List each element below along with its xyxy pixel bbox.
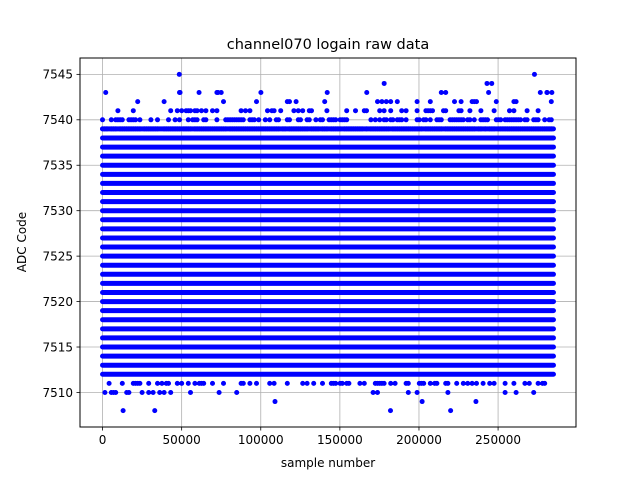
data-point: [549, 90, 555, 96]
y-tick-label: 7545: [42, 68, 73, 82]
data-point: [387, 408, 393, 414]
data-point: [544, 90, 550, 96]
data-point: [120, 408, 126, 414]
y-axis: 7510 7515 7520 7525 7530 7535 7540 7545: [42, 68, 80, 400]
data-point: [531, 71, 537, 77]
data-point: [196, 90, 202, 96]
x-axis-label: sample number: [281, 456, 375, 470]
data-point: [102, 389, 108, 395]
data-point: [176, 71, 182, 77]
y-tick-label: 7530: [42, 204, 73, 218]
y-tick-label: 7535: [42, 159, 73, 173]
data-point: [103, 90, 109, 96]
x-axis: 0 50000 100000 150000 200000 250000: [99, 427, 521, 447]
y-tick-label: 7540: [42, 113, 73, 127]
plot-frame: [79, 57, 577, 428]
data-point: [489, 80, 495, 86]
data-point: [177, 90, 183, 96]
data-points: [100, 71, 556, 414]
y-tick-label: 7520: [42, 295, 73, 309]
y-tick-label: 7510: [42, 386, 73, 400]
y-tick-label: 7525: [42, 249, 73, 263]
data-point: [324, 90, 330, 96]
x-tick-label: 250000: [475, 433, 521, 447]
data-point: [272, 399, 278, 405]
x-tick-label: 200000: [396, 433, 442, 447]
data-point: [381, 80, 387, 86]
data-point: [484, 80, 490, 86]
chart-title: channel070 logain raw data: [227, 37, 429, 53]
data-point: [218, 90, 224, 96]
data-point: [419, 399, 425, 405]
data-point: [364, 90, 370, 96]
data-point: [473, 399, 479, 405]
data-point: [486, 90, 492, 96]
x-tick-label: 150000: [317, 433, 363, 447]
y-tick-label: 7515: [42, 340, 73, 354]
y-axis-label: ADC Code: [15, 212, 29, 272]
x-tick-label: 50000: [163, 433, 201, 447]
x-tick-label: 100000: [238, 433, 284, 447]
data-point: [448, 408, 454, 414]
x-tick-label: 0: [99, 433, 107, 447]
data-point: [152, 408, 158, 414]
